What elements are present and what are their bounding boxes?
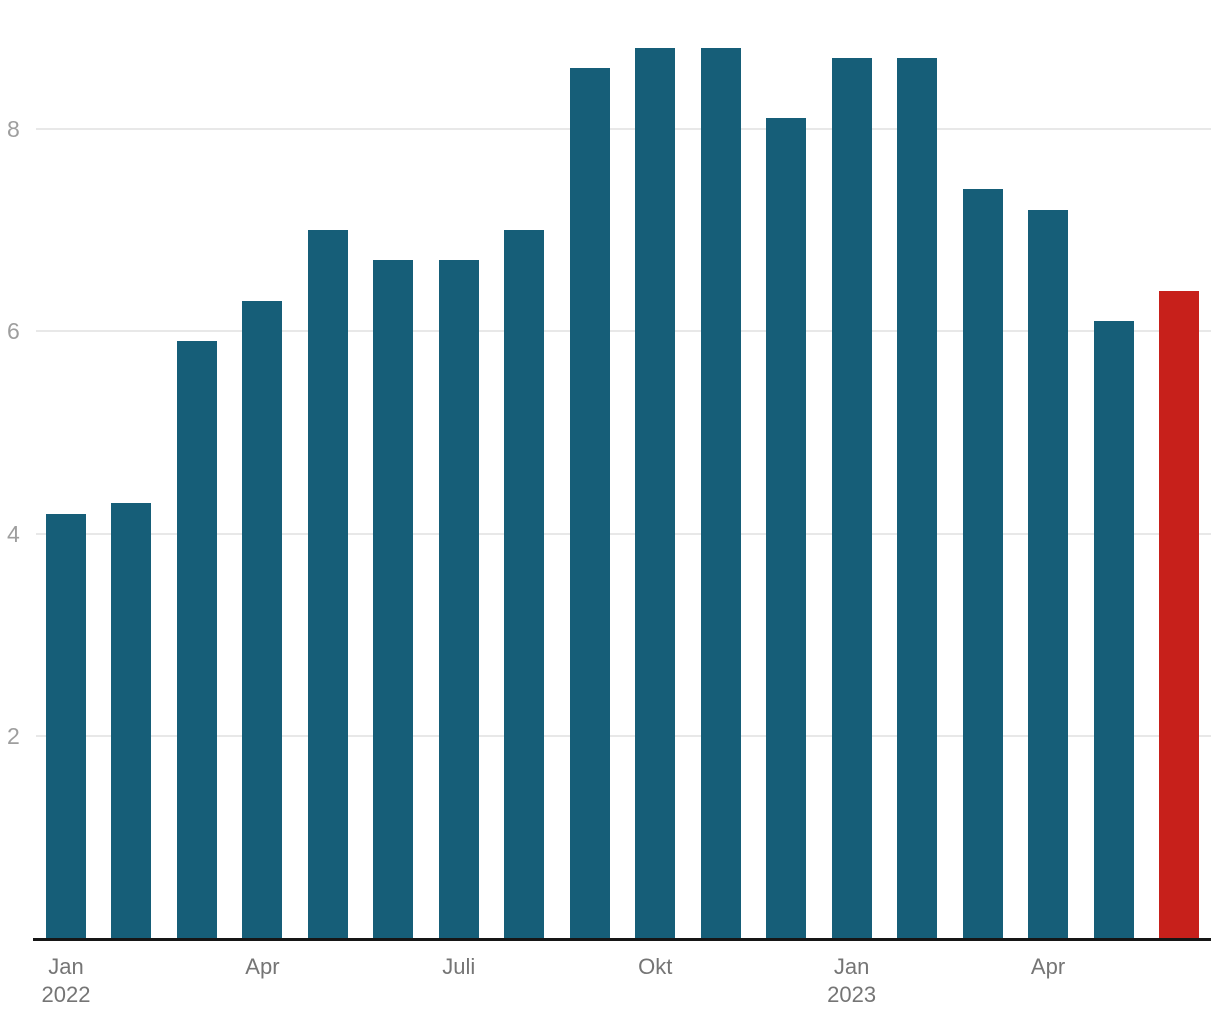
bar-Mai 2023 [1093, 321, 1134, 939]
y-tick-label-8: 8 [7, 115, 20, 142]
bar-Mär 2022 [176, 341, 217, 939]
gridline-4 [36, 532, 1211, 535]
bar-Mai 2022 [307, 230, 348, 939]
bar-Feb 2022 [111, 503, 152, 939]
bar-Feb 2023 [897, 58, 938, 939]
x-tick-label-Apr: Apr [245, 953, 279, 981]
x-tick-label-Apr: Apr [1031, 953, 1065, 981]
gridline-2 [36, 735, 1211, 738]
bar-Apr 2022 [242, 301, 283, 939]
bar-Mär 2023 [962, 189, 1003, 939]
x-axis-line [33, 938, 1211, 941]
x-tick-label-Okt: Okt [638, 953, 672, 981]
x-tick-label-Jan-2022: Jan 2022 [42, 953, 91, 1009]
bar-Nov 2022 [700, 48, 741, 939]
bar-Juli 2022 [438, 260, 479, 939]
gridline-8 [36, 127, 1211, 130]
x-tick-label-Jan-2023: Jan 2023 [827, 953, 876, 1009]
x-tick-month: Okt [638, 954, 673, 979]
x-tick-month: Juli [442, 954, 476, 979]
x-tick-month: Apr [245, 954, 280, 979]
x-tick-month: Jan [48, 954, 84, 979]
bar-Sep 2022 [569, 68, 610, 939]
bars-container [46, 0, 1199, 939]
x-tick-month: Apr [1030, 954, 1066, 979]
bar-Okt 2022 [635, 48, 676, 939]
x-tick-year: 2023 [827, 982, 877, 1007]
bar-Jan 2023 [831, 58, 872, 939]
x-tick-month: Jan [833, 954, 870, 979]
highlighted-bar-Juni 2023 [1158, 291, 1199, 939]
bar-Aug 2022 [504, 230, 545, 939]
bar-Juni 2022 [373, 260, 414, 939]
y-tick-label-6: 6 [7, 318, 20, 345]
y-tick-label-4: 4 [7, 520, 20, 547]
bar-Apr 2023 [1028, 210, 1069, 939]
bar-Dez 2022 [766, 118, 807, 939]
x-tick-label-Juli: Juli [442, 953, 475, 981]
bar-Jan 2022 [46, 514, 86, 939]
x-tick-year: 2022 [41, 982, 91, 1007]
y-tick-label-2: 2 [7, 723, 20, 750]
gridline-6 [36, 330, 1211, 333]
